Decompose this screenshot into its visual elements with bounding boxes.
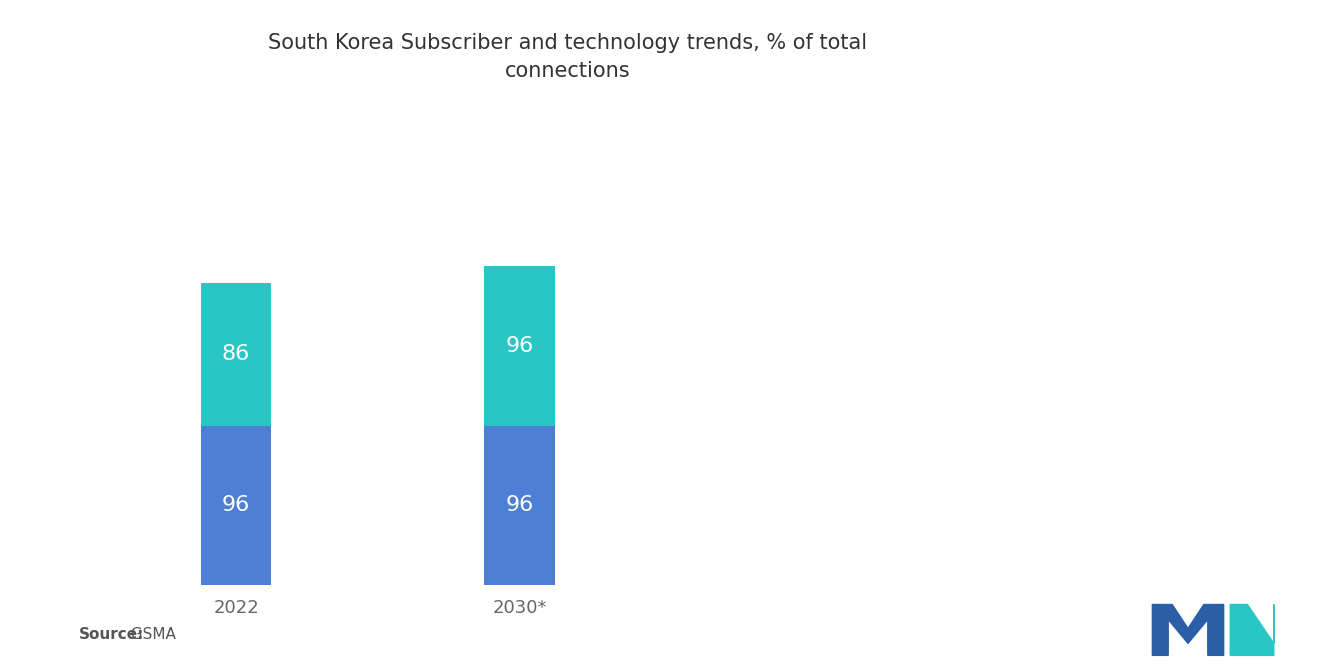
Text: 96: 96	[506, 495, 533, 515]
Text: South Korea Subscriber and technology trends, % of total
connections: South Korea Subscriber and technology tr…	[268, 33, 867, 81]
Bar	[484, 266, 554, 426]
Bar	[201, 283, 272, 426]
Text: 96: 96	[506, 336, 533, 356]
Polygon shape	[1230, 604, 1274, 656]
Text: Source:: Source:	[79, 626, 145, 642]
Bar	[201, 426, 272, 585]
Polygon shape	[1152, 604, 1224, 656]
Text: GSMA: GSMA	[121, 626, 177, 642]
Bar	[484, 426, 554, 585]
Text: 86: 86	[222, 344, 251, 364]
Text: 96: 96	[222, 495, 251, 515]
